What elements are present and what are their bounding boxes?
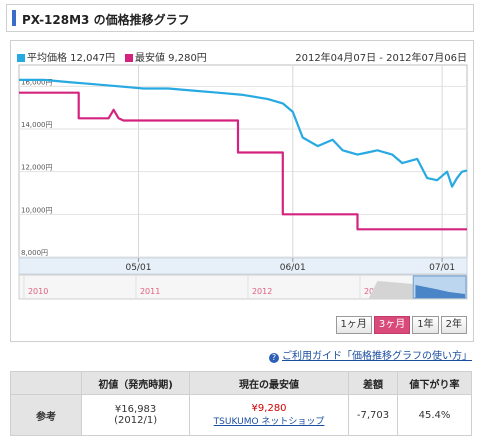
col-current-min: 現在の最安値 xyxy=(189,371,349,395)
legend-avg-label: 平均価格 12,047円 xyxy=(27,53,116,64)
table-corner xyxy=(10,371,82,395)
page-title: PX-128M3 の価格推移グラフ xyxy=(22,13,190,27)
price-chart: 16,000円 14,000円 12,000円 10,000円 8,000円 05/01 0… xyxy=(18,64,468,300)
cell-initial: ¥16,983 (2012/1) xyxy=(80,394,191,436)
plot-area xyxy=(18,64,468,258)
x-tick-label: 06/01 xyxy=(280,263,306,273)
shop-link[interactable]: TSUKUMO ネットショップ xyxy=(213,417,325,427)
initial-date: (2012/1) xyxy=(114,415,158,426)
x-tick-label: 05/01 xyxy=(125,263,151,273)
col-diff: 差額 xyxy=(347,371,399,395)
x-tick-label: 07/01 xyxy=(429,263,455,273)
y-tick-label: 14,000円 xyxy=(21,121,53,129)
period-1year-button[interactable]: 1年 xyxy=(412,316,439,334)
cell-current-min: ¥9,280 TSUKUMO ネットショップ xyxy=(189,394,349,436)
reference-table: 初値（発売時期) 現在の最安値 差額 値下がり率 参考 ¥16,983 (201… xyxy=(10,371,472,436)
chart-header: PX-128M3 の価格推移グラフ xyxy=(6,4,474,32)
navigator-year-label: 2012 xyxy=(252,287,272,296)
table-row: 参考 ¥16,983 (2012/1) ¥9,280 TSUKUMO ネットショ… xyxy=(10,394,472,436)
y-tick-label: 8,000円 xyxy=(21,249,48,257)
period-selector: 1ヶ月 3ヶ月 1年 2年 xyxy=(335,316,467,334)
period-3month-button[interactable]: 3ヶ月 xyxy=(373,316,411,334)
period-2year-button[interactable]: 2年 xyxy=(440,316,467,334)
navigator-year-label: 2011 xyxy=(140,287,160,296)
chart-panel: 平均価格 12,047円 最安値 9,280円 2012年04月07日 - 20… xyxy=(10,40,474,342)
min-price-line xyxy=(19,91,467,231)
navigator-history-shade xyxy=(368,281,414,299)
period-1month-button[interactable]: 1ヶ月 xyxy=(335,316,372,334)
navigator-year-label: 2010 xyxy=(28,287,48,296)
navigator-window-fill xyxy=(415,285,465,298)
help-icon: ? xyxy=(269,353,279,363)
current-min-price: ¥9,280 xyxy=(251,403,287,414)
legend-min: 最安値 9,280円 xyxy=(125,49,207,64)
x-axis-band xyxy=(18,257,468,275)
table-header-row: 初値（発売時期) 現在の最安値 差額 値下がり率 xyxy=(10,371,472,395)
date-range: 2012年04月07日 - 2012年07月06日 xyxy=(295,53,467,64)
legend-min-swatch xyxy=(125,54,133,62)
guide-link[interactable]: ? ご利用ガイド「価格推移グラフの使い方」 xyxy=(269,347,472,363)
guide-link-text[interactable]: ご利用ガイド「価格推移グラフの使い方」 xyxy=(282,351,472,362)
header-accent-bar xyxy=(12,10,16,26)
avg-price-line xyxy=(19,78,468,188)
cell-rate: 45.4% xyxy=(397,394,472,436)
cell-diff: -7,703 xyxy=(347,394,399,436)
row-header-ref: 参考 xyxy=(10,394,82,436)
y-tick-label: 10,000円 xyxy=(21,206,53,214)
legend-avg-swatch xyxy=(17,54,25,62)
y-tick-label: 16,000円 xyxy=(21,78,53,86)
y-tick-label: 12,000円 xyxy=(21,164,53,172)
legend-min-label: 最安値 9,280円 xyxy=(135,53,207,64)
col-initial-price: 初値（発売時期) xyxy=(80,371,191,395)
initial-price: ¥16,983 xyxy=(114,404,157,415)
col-rate: 値下がり率 xyxy=(397,371,472,395)
legend-avg: 平均価格 12,047円 xyxy=(17,49,115,64)
